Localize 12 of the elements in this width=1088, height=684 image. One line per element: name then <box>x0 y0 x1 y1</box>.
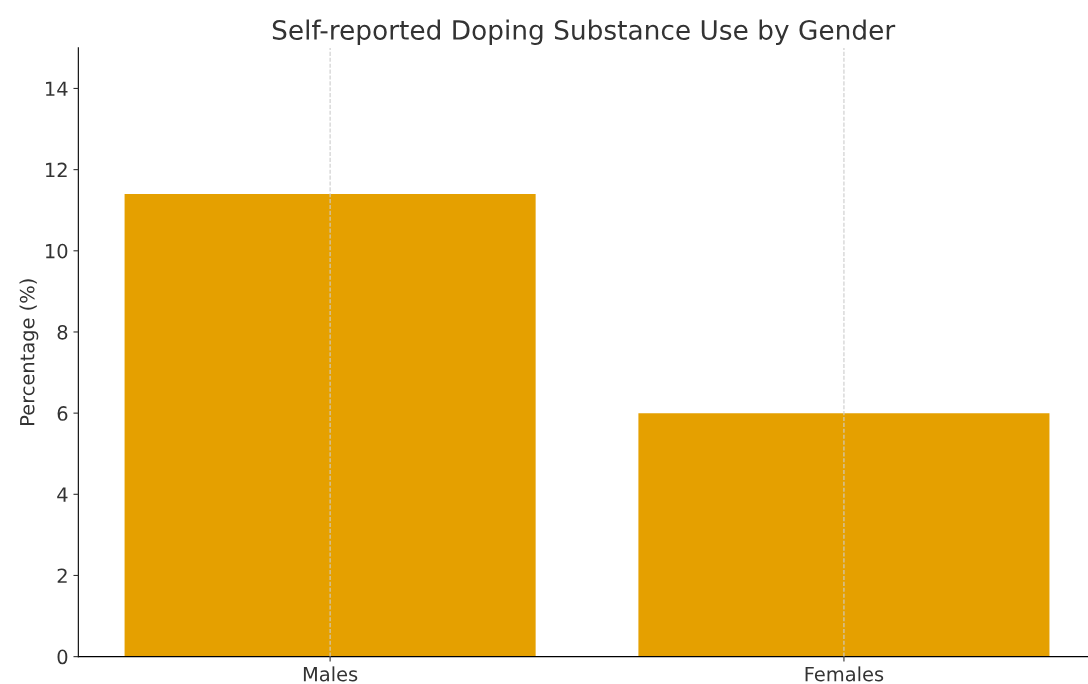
y-tick-label: 0 <box>57 649 68 665</box>
y-tick-label: 8 <box>57 324 68 340</box>
chart-title: Self-reported Doping Substance Use by Gender <box>272 19 896 46</box>
y-axis-title: Percentage (%) <box>19 279 39 425</box>
y-tick-label: 12 <box>46 162 67 178</box>
y-tick-label: 14 <box>46 81 68 96</box>
y-tick-label: 6 <box>57 406 68 421</box>
y-tick-label: 10 <box>46 243 68 259</box>
x-tick-label: Males <box>303 666 358 682</box>
y-tick-label: 4 <box>57 487 68 502</box>
y-tick-label: 2 <box>57 568 67 583</box>
x-tick-label: Females <box>805 666 884 682</box>
